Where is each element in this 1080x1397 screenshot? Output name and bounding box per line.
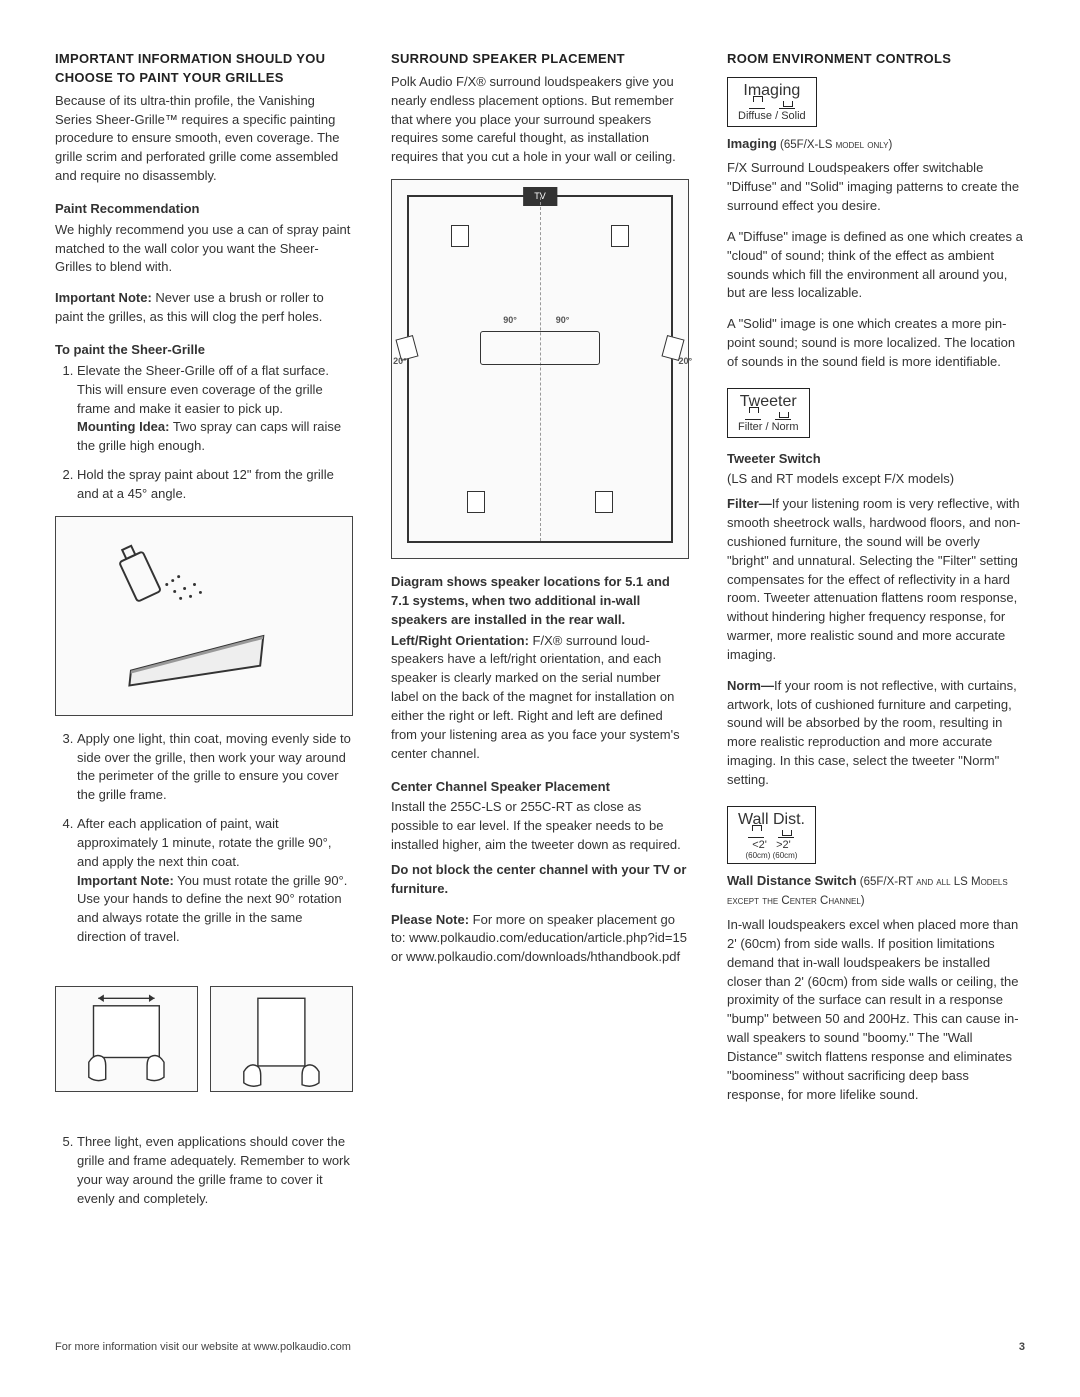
wall-left: <2' xyxy=(752,839,767,851)
lr-label: Left/Right Orientation: xyxy=(391,633,529,648)
step-1-text: Elevate the Sheer-Grille off of a flat s… xyxy=(77,363,329,416)
imaging-box-labels: Diffuse / Solid xyxy=(738,110,806,122)
please-note: Please Note: For more on speaker placeme… xyxy=(391,911,689,968)
filter-label: Filter— xyxy=(727,496,772,511)
wall-box-title: Wall Dist. xyxy=(738,811,805,829)
page-number: 3 xyxy=(1019,1340,1025,1356)
imaging-box-title: Imaging xyxy=(738,82,806,100)
imaging-label: Imaging xyxy=(727,136,777,151)
column-center: SURROUND SPEAKER PLACEMENT Polk Audio F/… xyxy=(391,50,689,1310)
step-1: Elevate the Sheer-Grille off of a flat s… xyxy=(77,362,353,456)
step-5: Three light, even applications should co… xyxy=(77,1133,353,1208)
switch-icon xyxy=(748,830,764,838)
switch-icon xyxy=(745,412,761,420)
tweeter-box-title: Tweeter xyxy=(738,393,799,411)
angle-20-right: 20° xyxy=(679,355,693,368)
heading-room-env: ROOM ENVIRONMENT CONTROLS xyxy=(727,50,1025,69)
important-note-brush: Important Note: Never use a brush or rol… xyxy=(55,289,353,327)
angle-20-left: 20° xyxy=(393,355,407,368)
wall-right: >2' xyxy=(776,839,791,851)
tweeter-models: (LS and RT models except F/X models) xyxy=(727,470,1025,489)
lr-orientation: Left/Right Orientation: F/X® surround lo… xyxy=(391,632,689,764)
please-label: Please Note: xyxy=(391,912,469,927)
imaging-p1: F/X Surround Loudspeakers offer switchab… xyxy=(727,159,1025,216)
mounting-idea-label: Mounting Idea: xyxy=(77,419,169,434)
center-warning: Do not block the center channel with you… xyxy=(391,861,689,899)
diagram-caption: Diagram shows speaker locations for 5.1 … xyxy=(391,573,689,630)
switch-icon xyxy=(779,101,795,109)
imaging-p3: A "Solid" image is one which creates a m… xyxy=(727,315,1025,372)
subhead-center-channel: Center Channel Speaker Placement xyxy=(391,778,689,797)
switch-icon xyxy=(778,830,794,838)
column-right: ROOM ENVIRONMENT CONTROLS Imaging Diffus… xyxy=(727,50,1025,1310)
paint-steps-list-cont: Apply one light, thin coat, moving evenl… xyxy=(55,730,353,947)
paint-steps-list: Elevate the Sheer-Grille off of a flat s… xyxy=(55,362,353,504)
column-left: IMPORTANT INFORMATION SHOULD YOU CHOOSE … xyxy=(55,50,353,1310)
surround-intro: Polk Audio F/X® surround loudspeakers gi… xyxy=(391,73,689,167)
tweeter-box-labels: Filter / Norm xyxy=(738,421,799,433)
switch-icon xyxy=(749,101,765,109)
paint-intro: Because of its ultra-thin profile, the V… xyxy=(55,92,353,186)
angle-90-right: 90° xyxy=(556,314,570,327)
wall-text: In-wall loudspeakers excel when placed m… xyxy=(727,916,1025,1104)
wall-box-lr: <2' >2' xyxy=(738,839,805,851)
diagram-spray-paint xyxy=(55,516,353,716)
tweeter-switch-box: Tweeter Filter / Norm xyxy=(727,388,810,438)
diagram-room-layout: TV 90° 90° 20° 20° xyxy=(391,179,689,559)
filter-text: If your listening room is very reflectiv… xyxy=(727,496,1020,662)
lr-text: F/X® surround loud­speakers have a left/… xyxy=(391,633,680,761)
norm-label: Norm— xyxy=(727,678,774,693)
center-text: Install the 255C-LS or 255C-RT as close … xyxy=(391,798,689,855)
step-4-note-label: Important Note: xyxy=(77,873,174,888)
subhead-paint-rec: Paint Recommendation xyxy=(55,200,353,219)
note-label: Important Note: xyxy=(55,290,152,305)
filter-paragraph: Filter—If your listening room is very re… xyxy=(727,495,1025,665)
paint-rec-text: We highly recommend you use a can of spr… xyxy=(55,221,353,278)
wall-heading-line: Wall Distance Switch (65F/X-RT and all L… xyxy=(727,872,1025,910)
step-4-text: After each application of paint, wait ap… xyxy=(77,816,332,869)
norm-text: If your room is not reflective, with cur… xyxy=(727,678,1017,787)
diagram-rotate-grille xyxy=(55,959,353,1119)
page-footer: For more information visit our website a… xyxy=(55,1340,1025,1356)
norm-paragraph: Norm—If your room is not reflective, wit… xyxy=(727,677,1025,790)
imaging-p2: A "Diffuse" image is defined as one whic… xyxy=(727,228,1025,303)
wall-box-sub: (60cm) (60cm) xyxy=(738,852,805,861)
imaging-heading-line: Imaging (65F/X-LS model only) xyxy=(727,135,1025,154)
step-3: Apply one light, thin coat, moving evenl… xyxy=(77,730,353,805)
paint-steps-list-end: Three light, even applications should co… xyxy=(55,1133,353,1208)
switch-icon xyxy=(775,412,791,420)
footer-text: For more information visit our website a… xyxy=(55,1340,351,1356)
subhead-to-paint: To paint the Sheer-Grille xyxy=(55,341,353,360)
step-2: Hold the spray paint about 12" from the … xyxy=(77,466,353,504)
heading-surround: SURROUND SPEAKER PLACEMENT xyxy=(391,50,689,69)
heading-paint-info: IMPORTANT INFORMATION SHOULD YOU CHOOSE … xyxy=(55,50,353,88)
imaging-model: (65F/X-LS model only) xyxy=(777,139,892,151)
wall-label: Wall Distance Switch xyxy=(727,873,857,888)
wall-dist-switch-box: Wall Dist. <2' >2' (60cm) (60cm) xyxy=(727,806,816,864)
imaging-switch-box: Imaging Diffuse / Solid xyxy=(727,77,817,127)
tweeter-heading: Tweeter Switch xyxy=(727,450,1025,469)
step-4: After each application of paint, wait ap… xyxy=(77,815,353,947)
angle-90-left: 90° xyxy=(503,314,517,327)
